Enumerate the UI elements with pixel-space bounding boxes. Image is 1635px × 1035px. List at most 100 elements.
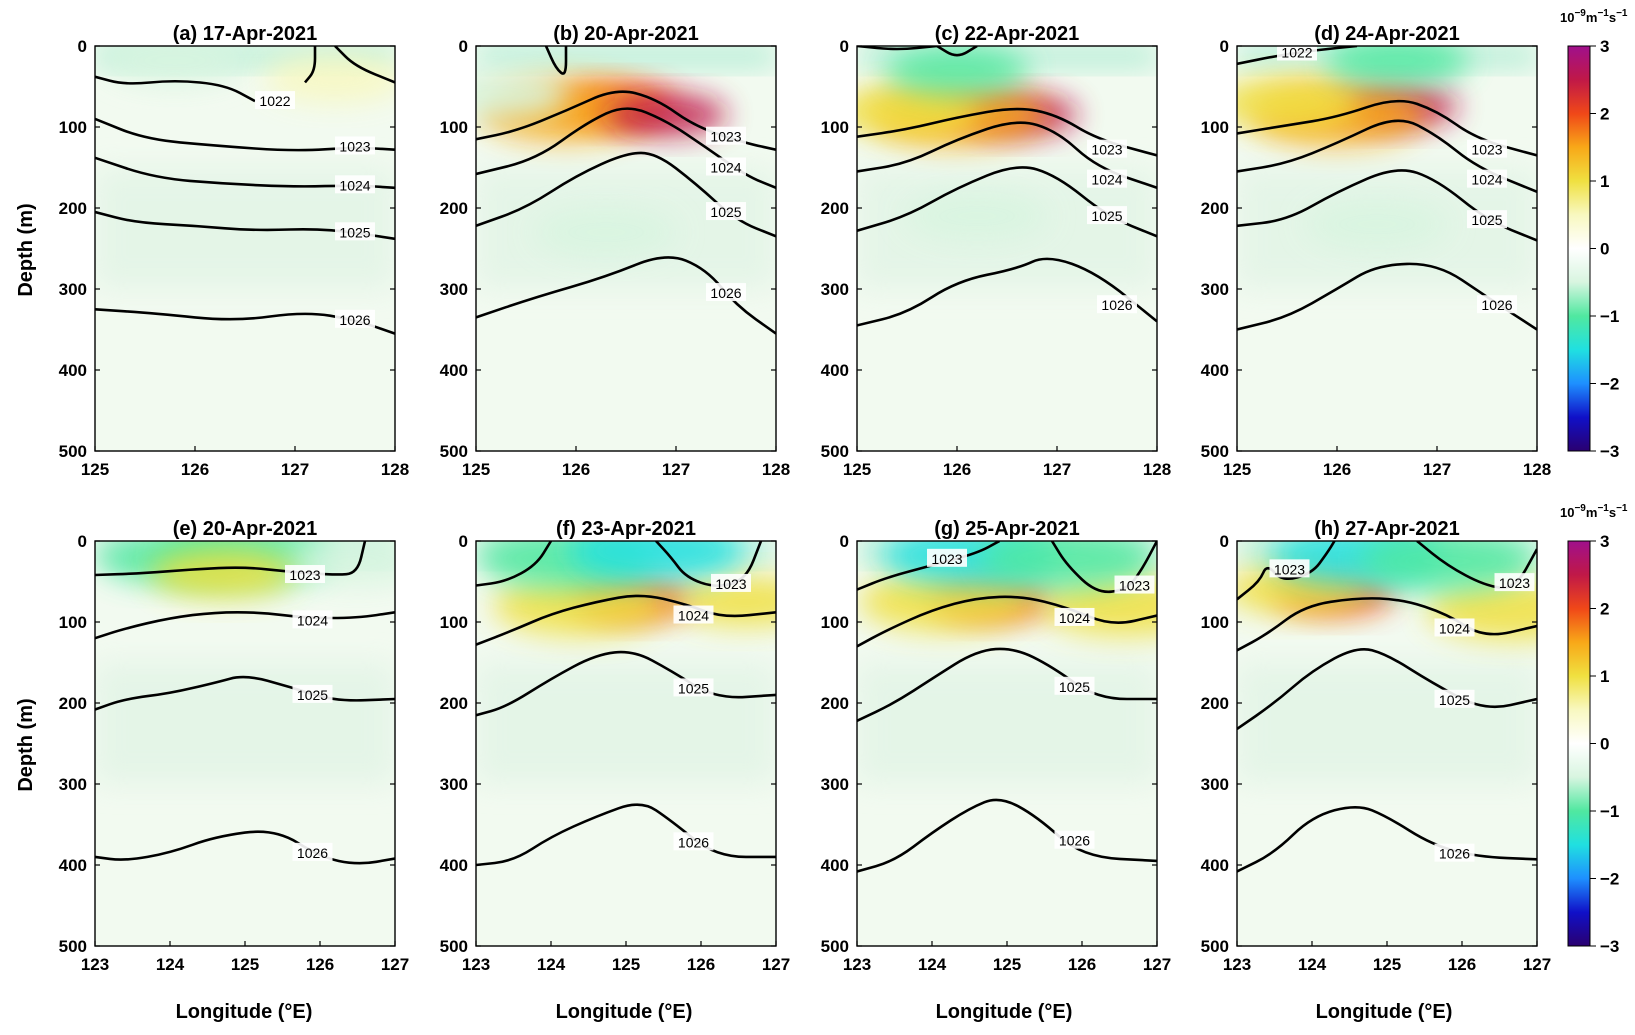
contour-label: 1023 <box>1471 142 1502 158</box>
x-tick-label: 127 <box>1423 460 1451 479</box>
colorbar-top-tick-label: −3 <box>1600 442 1619 461</box>
y-tick-label: 400 <box>1201 361 1229 380</box>
y-tick-label: 500 <box>821 937 849 956</box>
contour-label-bg <box>1087 206 1127 225</box>
anomaly-wash <box>1237 662 1537 784</box>
colorbar-bottom-tick-label: 0 <box>1600 735 1609 754</box>
panel-frame <box>475 45 777 452</box>
x-tick-label: 126 <box>943 460 971 479</box>
contour-label-bg <box>1114 575 1155 594</box>
y-tick-label: 200 <box>59 199 87 218</box>
panel-title: (a) 17-Apr-2021 <box>173 23 318 45</box>
x-tick-label: 125 <box>993 955 1021 974</box>
unit-m: m <box>1586 10 1598 25</box>
contour-label-bg <box>673 678 714 697</box>
x-tick-label: 125 <box>231 955 259 974</box>
contour-label-bg <box>1054 830 1095 849</box>
panel-e: 1023 1024 1025 1026 (e) 20-Apr-2021 0 100 200 30… <box>59 518 410 974</box>
y-tick-label: 400 <box>440 856 468 875</box>
unit-s-exp: −1 <box>1616 8 1628 19</box>
colorbar-bottom-bar <box>1567 540 1591 947</box>
anomaly-blob <box>857 86 979 136</box>
xlabel-h: Longitude (°E) <box>1316 1001 1453 1023</box>
anomaly-field <box>1237 541 1537 784</box>
contour-label-bg <box>1087 169 1127 188</box>
anomaly-blob <box>1359 541 1535 592</box>
contour-label-bg <box>292 610 333 629</box>
contour-label: 1025 <box>1471 212 1502 228</box>
panels: 1022 1023 1024 1025 1026 (a) 17-Apr-2021 0 100 2… <box>59 23 1552 974</box>
anomaly-blob <box>859 571 1035 632</box>
x-tick-label: 125 <box>81 460 109 479</box>
anomaly-blob <box>1305 199 1449 249</box>
contour-1026 <box>95 830 395 865</box>
panel-title: (b) 20-Apr-2021 <box>553 23 699 45</box>
colorbar-bottom-tick-label: 2 <box>1600 600 1609 619</box>
unit-m: m <box>1586 505 1598 520</box>
anomaly-blob <box>534 207 678 258</box>
xlabel-e: Longitude (°E) <box>176 1001 313 1023</box>
density-contours: 1023 1023 1024 1025 1026 <box>857 541 1157 873</box>
contour-label-bg <box>1434 618 1475 637</box>
contour-1023 <box>857 541 1001 591</box>
y-tick-label: 300 <box>59 775 87 794</box>
svg-text:10−9m−1s−1: 10−9m−1s−1 <box>1560 503 1628 520</box>
anomaly-field <box>857 46 1157 289</box>
unit-exp: −9 <box>1574 8 1586 19</box>
density-contours: 1023 1024 1025 1026 <box>476 46 776 335</box>
panel-a: 1022 1023 1024 1025 1026 (a) 17-Apr-2021 0 100 2… <box>59 23 410 479</box>
panel-frame <box>1236 45 1538 452</box>
y-tick-label: 0 <box>1220 532 1229 551</box>
contour-label-bg <box>673 605 714 624</box>
contour-label-bg <box>1467 139 1507 158</box>
unit-s: s <box>1609 10 1616 25</box>
anomaly-blob <box>476 69 568 120</box>
anomaly-blob <box>103 46 247 86</box>
y-tick-label: 400 <box>59 856 87 875</box>
x-tick-label: 127 <box>762 955 790 974</box>
contour-1023 <box>95 117 395 152</box>
anomaly-blob <box>263 53 395 104</box>
contour-label-bg <box>1097 295 1137 314</box>
y-tick-label: 200 <box>1201 199 1229 218</box>
x-tick-label: 124 <box>918 955 947 974</box>
contour-label: 1026 <box>339 312 370 328</box>
x-tick-label: 126 <box>306 955 334 974</box>
contour-1022 <box>334 46 395 84</box>
y-tick-label: 100 <box>59 613 87 632</box>
unit-m-exp: −1 <box>1597 503 1609 514</box>
surface-band <box>476 46 776 67</box>
y-tick-label: 300 <box>821 775 849 794</box>
x-tick-label: 126 <box>1448 955 1476 974</box>
colorbar-top-tick-label: −2 <box>1600 375 1619 394</box>
colorbar-top-tick-label: 1 <box>1600 172 1609 191</box>
contour-label-bg <box>673 832 714 851</box>
colorbar-bottom-unit: 10−9m−1s−1 <box>1560 503 1628 520</box>
contour-label-bg <box>335 175 375 194</box>
contour-1025 <box>476 151 776 238</box>
contour-1022 <box>304 46 317 84</box>
y-tick-label: 500 <box>440 442 468 461</box>
contour-label-bg <box>706 157 746 176</box>
contour-label: 1022 <box>1281 44 1312 60</box>
contour-1022 <box>95 75 256 103</box>
y-tick-label: 100 <box>821 118 849 137</box>
y-tick-label: 200 <box>821 694 849 713</box>
y-tick-label: 400 <box>821 361 849 380</box>
unit-s: s <box>1609 505 1616 520</box>
y-tick-label: 500 <box>59 937 87 956</box>
contour-label: 1023 <box>339 138 370 154</box>
colorbar-bottom-tick-label: −1 <box>1600 802 1619 821</box>
y-tick-label: 100 <box>59 118 87 137</box>
y-tick-label: 500 <box>59 442 87 461</box>
contour-1023 <box>95 541 367 577</box>
ylabel-bottom: Depth (m) <box>15 698 37 791</box>
contour-label: 1025 <box>339 224 370 240</box>
contour-label: 1026 <box>297 845 328 861</box>
y-tick-label: 300 <box>440 280 468 299</box>
colorbar-top-tick-label: −1 <box>1600 307 1619 326</box>
x-tick-label: 127 <box>662 460 690 479</box>
contour-label: 1024 <box>1439 620 1470 636</box>
x-tick-label: 124 <box>1298 955 1327 974</box>
unit-s-exp: −1 <box>1616 503 1628 514</box>
